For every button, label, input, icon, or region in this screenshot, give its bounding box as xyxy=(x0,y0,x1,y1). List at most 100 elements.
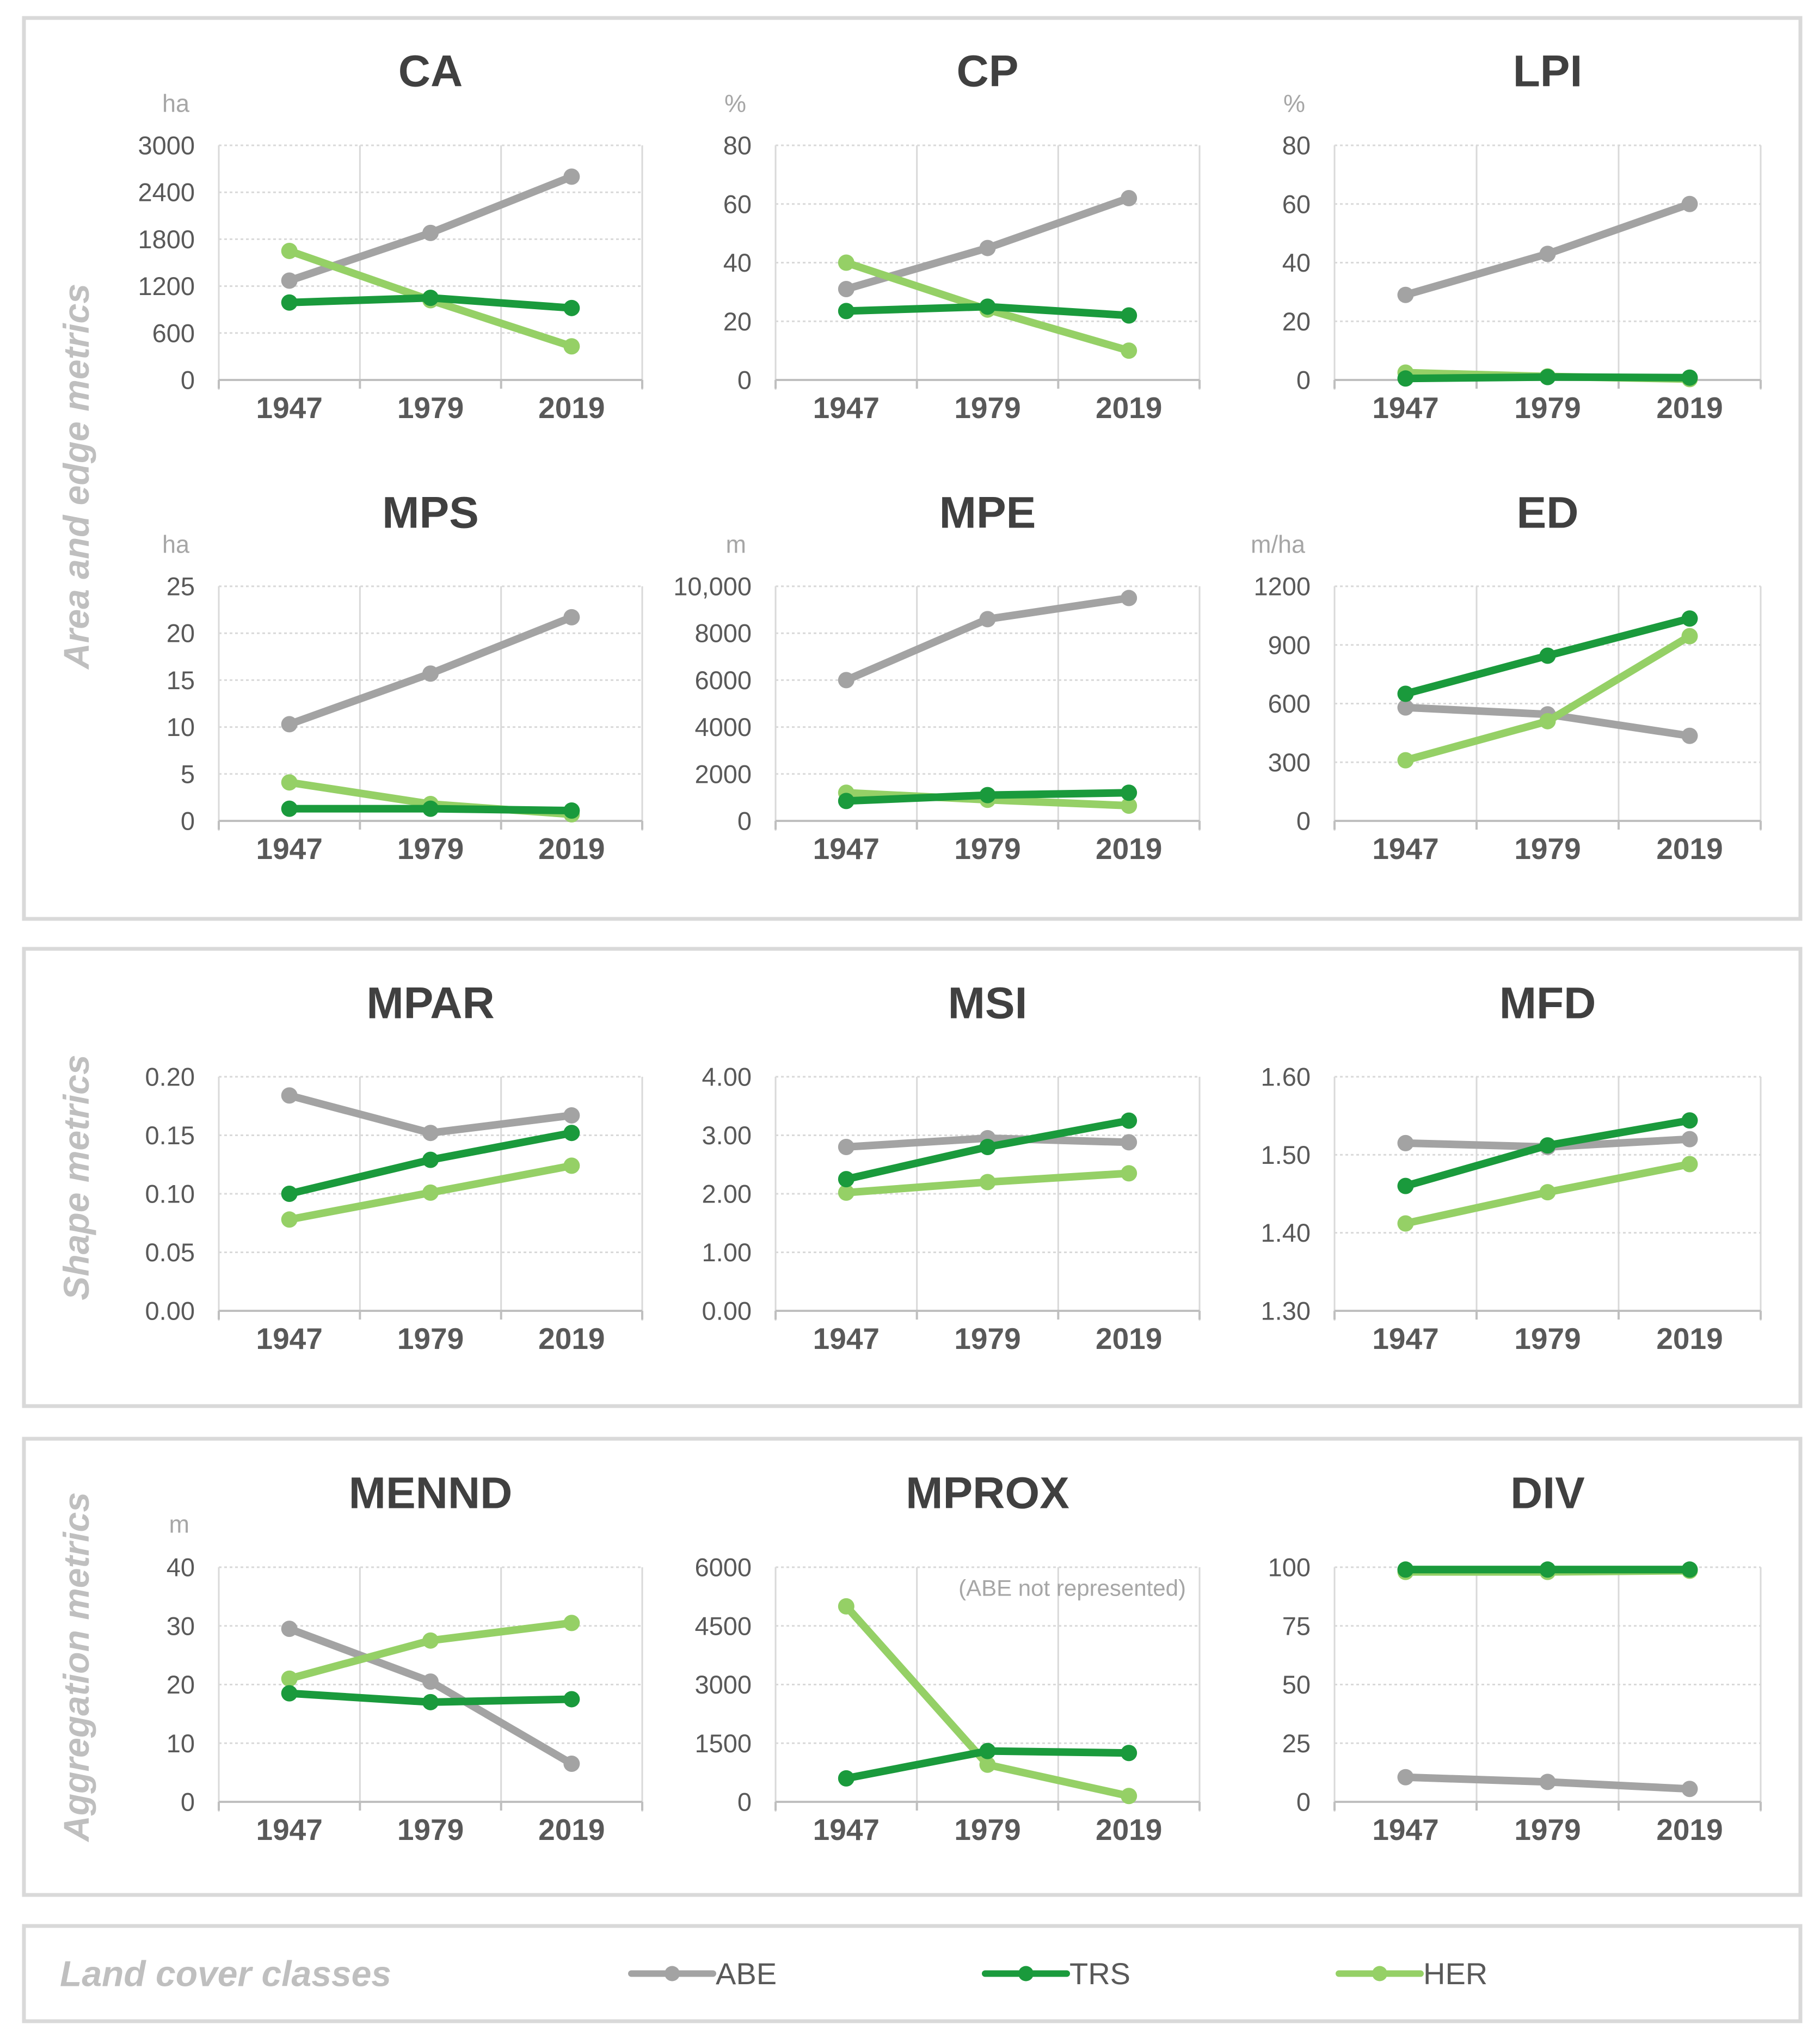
data-point-her xyxy=(281,242,298,259)
unit-label: % xyxy=(724,90,746,118)
data-point-abe xyxy=(1539,1774,1556,1790)
x-tick-label: 1979 xyxy=(954,1322,1020,1355)
section-label-area-and-edge-metrics: Area and edge metrics xyxy=(56,284,96,670)
data-point-abe xyxy=(979,611,996,628)
x-tick-label: 1947 xyxy=(1372,391,1438,425)
x-tick-label: 1947 xyxy=(1372,1813,1438,1846)
data-point-abe xyxy=(838,1139,854,1155)
chart-title: LPI xyxy=(1513,47,1583,96)
data-point-abe xyxy=(422,224,439,241)
chart-mennd: 0 10 20 30 40 1947 1979 2019 MENND m xyxy=(167,1469,643,1846)
y-tick-label: 20 xyxy=(167,1670,195,1699)
y-tick-label: 4.00 xyxy=(702,1063,752,1091)
chart-title: MPAR xyxy=(366,979,494,1028)
x-tick-label: 1979 xyxy=(397,1813,464,1846)
chart-title: DIV xyxy=(1510,1469,1585,1518)
data-point-trs xyxy=(1121,307,1138,324)
x-tick-label: 2019 xyxy=(1096,1322,1162,1355)
section-label-shape-metrics: Shape metrics xyxy=(56,1054,96,1300)
x-tick-label: 1947 xyxy=(256,1813,322,1846)
data-point-her xyxy=(281,774,298,791)
x-tick-label: 1947 xyxy=(813,1813,880,1846)
data-point-abe xyxy=(1681,195,1698,212)
data-point-abe xyxy=(1397,1769,1414,1786)
x-tick-label: 1979 xyxy=(1514,832,1581,866)
x-tick-label: 2019 xyxy=(1656,1322,1723,1355)
y-tick-label: 25 xyxy=(1282,1729,1311,1758)
data-point-trs xyxy=(1539,369,1556,385)
y-tick-label: 1.30 xyxy=(1261,1297,1311,1326)
legend-marker-trs xyxy=(1018,1966,1034,1981)
data-point-her xyxy=(838,1598,854,1615)
chart-mprox: 0 1500 3000 4500 6000 1947 1979 2019 MPROX (ABE n… xyxy=(694,1469,1201,1846)
y-tick-label: 1.40 xyxy=(1261,1218,1311,1247)
data-point-abe xyxy=(563,168,580,185)
chart-title: ED xyxy=(1517,488,1579,538)
data-point-abe xyxy=(281,1621,298,1637)
y-tick-label: 0.10 xyxy=(145,1180,195,1208)
x-tick-label: 2019 xyxy=(1096,391,1162,425)
chart-title: MENND xyxy=(349,1469,513,1518)
y-tick-label: 0.00 xyxy=(145,1297,195,1326)
data-point-trs xyxy=(563,1125,580,1142)
x-tick-label: 1947 xyxy=(813,832,880,866)
y-tick-label: 3000 xyxy=(694,1670,752,1699)
data-point-her xyxy=(422,1184,439,1201)
y-tick-label: 60 xyxy=(1282,189,1311,218)
y-tick-label: 2.00 xyxy=(702,1180,752,1208)
data-point-trs xyxy=(1539,647,1556,664)
y-tick-label: 80 xyxy=(723,131,752,160)
data-point-trs xyxy=(1681,610,1698,627)
chart-mps: 0 5 10 15 20 25 1947 1979 2019 MPS ha xyxy=(162,488,643,866)
x-tick-label: 1979 xyxy=(1514,1322,1581,1355)
y-tick-label: 20 xyxy=(1282,307,1311,336)
y-tick-label: 0 xyxy=(1296,1788,1311,1817)
data-point-trs xyxy=(1539,1561,1556,1578)
y-tick-label: 30 xyxy=(167,1611,195,1640)
x-tick-label: 1947 xyxy=(256,1322,322,1355)
data-point-her xyxy=(1539,713,1556,729)
data-point-abe xyxy=(1397,699,1414,716)
data-point-abe xyxy=(281,1087,298,1104)
legend-label-abe: ABE xyxy=(716,1956,777,1991)
data-point-abe xyxy=(1121,189,1138,206)
legend-title: Land cover classes xyxy=(60,1954,391,1994)
section-panel xyxy=(22,16,1803,921)
data-point-trs xyxy=(1539,1137,1556,1154)
data-point-abe xyxy=(1121,1134,1138,1151)
data-point-trs xyxy=(563,802,580,819)
data-point-trs xyxy=(838,1770,854,1787)
chart-title: CP xyxy=(957,47,1019,96)
y-tick-label: 60 xyxy=(723,189,752,218)
y-tick-label: 900 xyxy=(1268,630,1311,659)
y-tick-label: 0 xyxy=(181,1788,195,1817)
data-point-trs xyxy=(979,298,996,315)
y-tick-label: 0 xyxy=(737,807,752,836)
data-point-her xyxy=(1121,797,1138,814)
y-tick-label: 15 xyxy=(167,666,195,695)
x-tick-label: 1979 xyxy=(954,391,1020,425)
x-tick-label: 2019 xyxy=(538,1322,605,1355)
data-point-trs xyxy=(979,1743,996,1759)
y-tick-label: 1.60 xyxy=(1261,1063,1311,1091)
y-tick-label: 0.15 xyxy=(145,1121,195,1150)
data-point-trs xyxy=(563,1691,580,1708)
chart-title: MPROX xyxy=(906,1469,1069,1518)
section-panel xyxy=(22,947,1803,1408)
y-tick-label: 1200 xyxy=(1253,572,1311,601)
y-tick-label: 20 xyxy=(167,619,195,648)
y-tick-label: 1.50 xyxy=(1261,1140,1311,1169)
data-point-abe xyxy=(1681,1131,1698,1148)
data-point-trs xyxy=(1681,1561,1698,1578)
y-tick-label: 0 xyxy=(1296,366,1311,395)
y-tick-label: 0 xyxy=(1296,807,1311,836)
legend-marker-abe xyxy=(665,1966,680,1981)
unit-label: m xyxy=(726,531,747,559)
unit-label: ha xyxy=(162,531,190,559)
data-point-her xyxy=(979,1174,996,1191)
data-point-abe xyxy=(1397,1134,1414,1151)
y-tick-label: 4500 xyxy=(694,1611,752,1640)
x-tick-label: 1947 xyxy=(1372,832,1438,866)
unit-label: ha xyxy=(162,90,190,118)
data-point-her xyxy=(1121,1165,1138,1182)
